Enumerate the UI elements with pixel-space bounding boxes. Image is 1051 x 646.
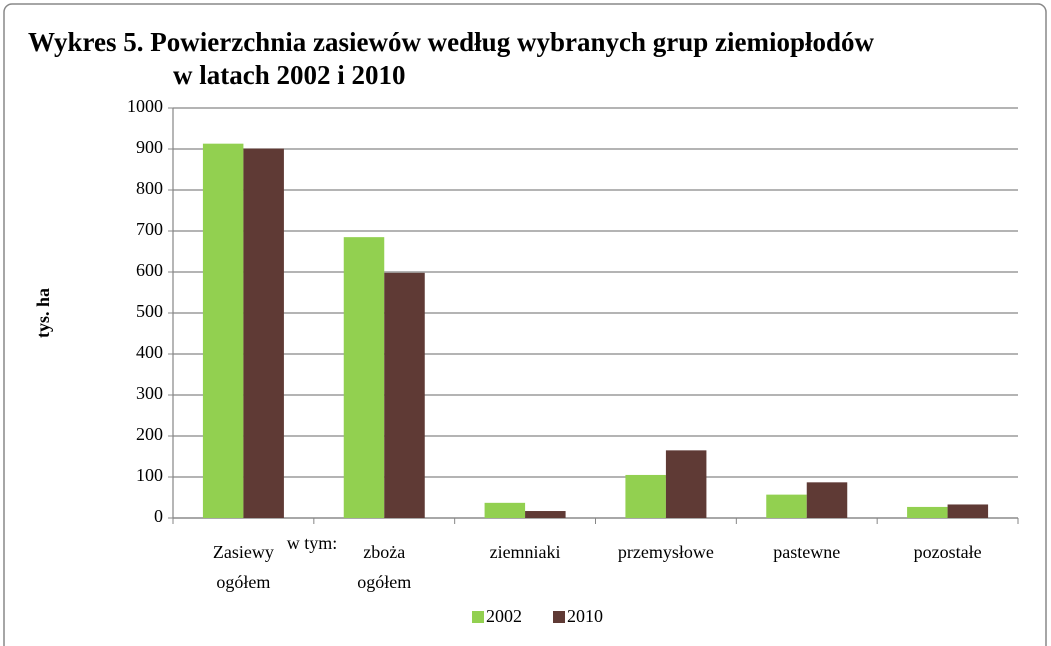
y-tick-label: 0	[154, 506, 163, 526]
y-tick-label: 700	[136, 219, 163, 239]
bar	[665, 450, 707, 518]
legend-label: 2010	[567, 606, 603, 626]
y-tick-label: 100	[136, 465, 163, 485]
bar	[947, 504, 989, 518]
y-tick-label: 800	[136, 178, 163, 198]
legend-swatch	[553, 611, 565, 623]
bar	[525, 511, 566, 518]
legend-label: 2002	[486, 606, 522, 626]
x-tick-label: pastewne	[773, 542, 840, 562]
x-tick-label: ziemniaki	[490, 542, 561, 562]
bar	[202, 143, 244, 519]
bar	[625, 474, 666, 518]
x-tick-label: ogółem	[216, 572, 270, 592]
y-tick-label: 400	[136, 342, 163, 362]
y-tick-label: 500	[136, 301, 163, 321]
y-tick-label: 600	[136, 260, 163, 280]
bar	[343, 237, 385, 518]
y-tick-label: 300	[136, 383, 163, 403]
annotation: w tym:	[287, 533, 338, 553]
y-tick-label: 1000	[127, 96, 163, 116]
chart-title: Wykres 5. Powierzchnia zasiewów według w…	[28, 27, 874, 57]
y-tick-label: 900	[136, 137, 163, 157]
x-tick-label: pozostałe	[914, 542, 982, 562]
bar	[384, 272, 425, 518]
y-axis-label: tys. ha	[33, 288, 53, 338]
bar	[766, 494, 807, 518]
x-tick-label: ogółem	[357, 572, 411, 592]
bar	[484, 502, 526, 518]
bar	[243, 148, 284, 518]
x-tick-label: zboża	[363, 542, 405, 562]
legend-swatch	[472, 611, 484, 623]
x-tick-label: przemysłowe	[618, 542, 714, 562]
bar	[806, 482, 848, 518]
y-tick-label: 200	[136, 424, 163, 444]
bar	[907, 506, 948, 518]
x-tick-label: Zasiewy	[213, 542, 274, 562]
chart-title: w latach 2002 i 2010	[173, 60, 406, 90]
